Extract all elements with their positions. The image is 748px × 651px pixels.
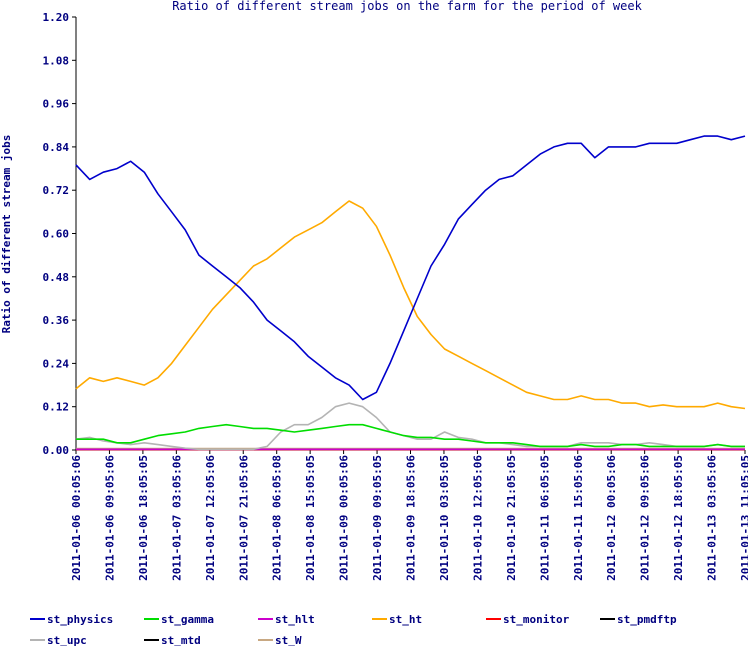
legend-label: st_mtd	[161, 634, 201, 646]
y-tick-label: 0.48	[43, 271, 70, 284]
series-lines	[75, 135, 746, 451]
y-tick-label: 0.12	[43, 401, 70, 414]
x-tick-label: 2011-01-13 11:05:05	[739, 455, 748, 581]
x-tick-label: 2011-01-06 18:05:05	[137, 455, 150, 581]
y-tick-label: 0.84	[43, 141, 70, 154]
y-tick-label: 0.60	[43, 228, 70, 241]
x-tick-label: 2011-01-07 03:05:06	[170, 455, 183, 581]
x-tick-label: 2011-01-11 06:05:05	[538, 455, 551, 581]
chart-title: Ratio of different stream jobs on the fa…	[172, 0, 642, 13]
y-tick-label: 0.24	[43, 357, 70, 370]
legend-label: st_physics	[47, 613, 113, 626]
x-tick-label: 2011-01-10 12:05:06	[471, 455, 484, 581]
x-tick-label: 2011-01-08 15:05:05	[304, 455, 317, 581]
series-line-st-upc	[75, 402, 745, 451]
x-tick-label: 2011-01-11 15:05:06	[572, 455, 585, 581]
legend-label: st_ht	[389, 613, 422, 626]
legend-label: st_monitor	[503, 613, 570, 626]
x-axis-ticks: 2011-01-06 00:05:06 2011-01-06 09:05:06 20…	[70, 450, 748, 581]
legend-label: st_upc	[47, 634, 87, 646]
x-tick-label: 2011-01-10 21:05:05	[505, 455, 518, 581]
x-tick-label: 2011-01-09 00:05:06	[338, 455, 351, 581]
x-tick-label: 2011-01-12 00:05:06	[605, 455, 618, 581]
x-tick-label: 2011-01-13 03:05:06	[706, 455, 719, 581]
x-tick-label: 2011-01-07 21:05:06	[237, 455, 250, 581]
x-tick-label: 2011-01-07 12:05:06	[204, 455, 217, 581]
legend-label: st_pmdftp	[617, 613, 677, 626]
y-tick-label: 0.36	[43, 314, 70, 327]
series-line-st-gamma	[76, 423, 745, 448]
y-tick-label: 0.00	[43, 444, 70, 457]
legend-label: st_hlt	[275, 613, 315, 626]
x-tick-label: 2011-01-09 18:05:06	[405, 455, 418, 581]
x-tick-label: 2011-01-08 06:05:08	[271, 455, 284, 581]
y-tick-label: 1.08	[43, 54, 70, 67]
y-tick-label: 1.20	[43, 11, 70, 24]
plot-area	[75, 17, 745, 451]
legend: st_physics st_gamma st_hlt st_ht st_monitor s…	[30, 613, 677, 647]
legend-label: st_gamma	[161, 613, 214, 626]
series-line-st-physics	[75, 135, 746, 401]
x-tick-label: 2011-01-09 09:05:05	[371, 455, 384, 581]
series-line-st-ht	[75, 200, 746, 410]
x-tick-label: 2011-01-06 00:05:06	[70, 455, 83, 581]
y-axis-ticks: 0.00 0.12 0.24 0.36 0.48 0.60 0.72 0.84 0.96 1.08…	[43, 11, 76, 457]
legend-label: st_W	[275, 634, 302, 646]
y-tick-label: 0.72	[43, 184, 70, 197]
x-tick-label: 2011-01-12 18:05:05	[672, 455, 685, 581]
y-axis-label: Ratio of different stream jobs	[0, 135, 13, 334]
y-tick-label: 0.96	[43, 98, 70, 111]
x-tick-label: 2011-01-12 09:05:06	[639, 455, 652, 581]
x-tick-label: 2011-01-06 09:05:06	[103, 455, 116, 581]
x-tick-label: 2011-01-10 03:05:05	[438, 455, 451, 581]
